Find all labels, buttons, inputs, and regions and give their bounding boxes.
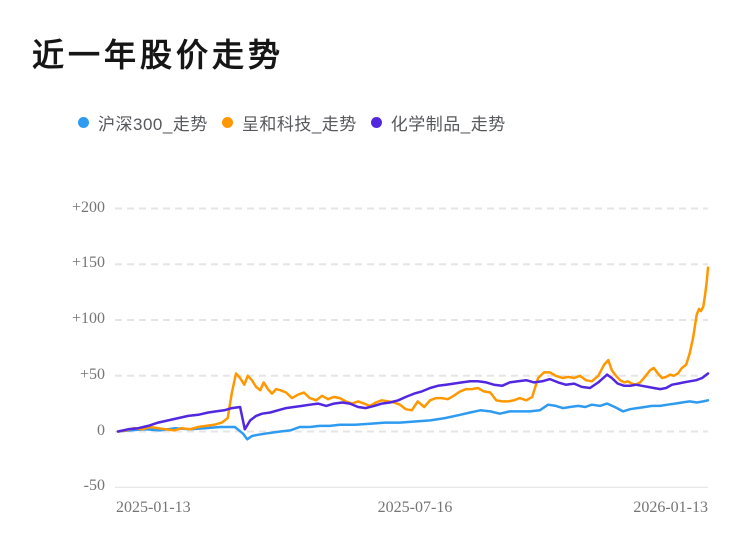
y-axis-label: 0 [97,421,105,439]
legend-dot-icon [221,117,233,128]
legend-item-label: 呈和科技_走势 [241,115,357,134]
y-axis-label: -50 [83,477,105,495]
x-axis-label: 2025-07-16 [377,499,453,516]
legend-dot-icon [78,117,89,128]
y-axis-label: +50 [79,365,105,383]
legend-item-label: 沪深300_走势 [98,115,208,134]
x-axis-label: 2026-01-13 [633,499,708,516]
legend-item-0[interactable]: 沪深300_走势 [78,110,208,135]
x-axis-label: 2025-01-13 [116,499,191,516]
series-line-2 [116,372,710,433]
legend-item-2[interactable]: 化学制品_走势 [370,110,506,135]
legend-item-1[interactable]: 呈和科技_走势 [221,110,357,135]
y-axis-label: +100 [71,310,105,327]
series-line-0 [116,399,710,441]
y-axis-label: +150 [71,254,105,272]
chart-legend: 沪深300_走势 呈和科技_走势 化学制品_走势 [78,110,506,135]
legend-dot-icon [370,117,382,128]
chart-title: 近一年股价走势 [32,37,285,73]
legend-item-label: 化学制品_走势 [390,115,506,134]
y-axis-label: +200 [71,198,105,216]
series-line-1 [116,266,710,433]
